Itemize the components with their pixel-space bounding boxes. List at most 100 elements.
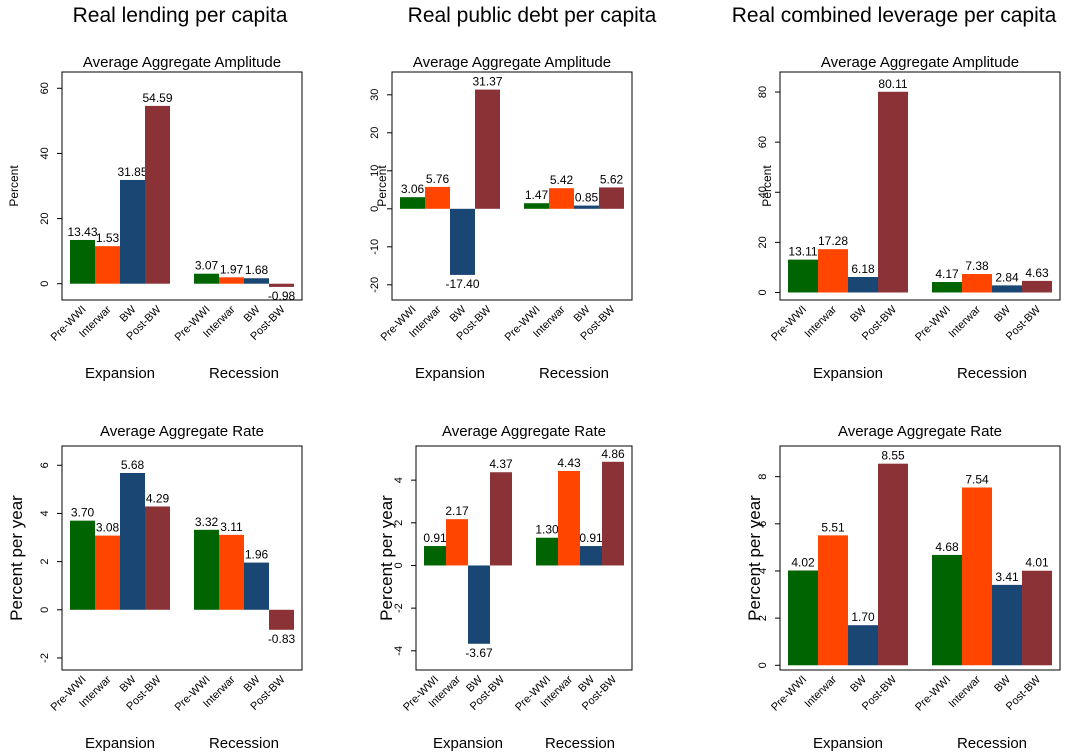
category-tick-label: Pre-WWI [173,304,213,344]
y-axis-label: Percent per year [7,495,26,621]
y-tick-label: 20 [39,212,51,224]
bar [788,259,818,293]
category-tick-label: Interwar [539,673,576,710]
category-tick-label: Pre-WWI [513,674,553,714]
y-tick-label: -4 [393,646,405,656]
bar [425,186,450,209]
bar-value-label: 1.53 [96,231,120,245]
category-tick-label: Pre-WWI [379,304,419,344]
y-tick-label: 2 [39,559,51,565]
bar [475,89,500,209]
bar-value-label: 4.29 [146,491,170,505]
group-label: Recession [545,735,615,752]
y-tick-label: 60 [757,136,769,148]
plot-frame [61,71,303,301]
bar [536,537,558,566]
bar [1022,570,1052,666]
bar-value-label: 8.55 [881,449,905,463]
bar-value-label: 1.47 [525,188,549,202]
bar [219,534,244,610]
category-tick-label: Pre-WWI [769,304,809,344]
category-tick-label: Interwar [803,673,840,710]
bar-value-label: 7.54 [965,472,989,486]
bar-value-label: 2.17 [445,504,469,518]
bar-value-label: 4.17 [935,267,959,281]
bar [574,205,599,209]
y-tick-label: 0 [39,607,51,613]
category-tick-label: Post-BW [1004,303,1044,343]
bar-value-label: 13.11 [788,245,817,259]
bar-value-label: 31.37 [472,75,502,89]
y-tick-label: 8 [757,474,769,480]
category-tick-label: Interwar [77,673,114,710]
bar [450,208,475,275]
plot-frame [779,445,1061,671]
y-tick-label: 4 [757,568,769,574]
category-tick-label: Post-BW [468,673,508,713]
category-tick-label: Interwar [803,303,840,340]
chart-title: Average Aggregate Amplitude [83,54,281,71]
y-tick-label: 40 [757,186,769,198]
bar-value-label: 1.70 [851,610,875,624]
bar [580,546,602,566]
plot-frame [779,71,1061,301]
bar [962,273,992,293]
chart-title: Average Aggregate Amplitude [821,54,1019,71]
y-tick-label: 20 [757,236,769,248]
category-tick-label: Pre-WWI [913,674,953,714]
category-tick-label: Post-BW [124,303,164,343]
category-tick-label: BW [576,673,597,694]
bar-value-label: 3.07 [195,259,219,273]
bar [558,470,580,566]
category-tick-label: Post-BW [1004,673,1044,713]
y-tick-label: -2 [39,653,51,663]
bar-value-label: 0.91 [579,531,603,545]
bar-value-label: 17.28 [818,234,848,248]
group-label: Expansion [85,365,155,382]
bar [446,519,468,566]
y-tick-label: 0 [369,206,381,212]
bar [848,276,878,293]
bar [992,285,1022,293]
bar-value-label: 3.41 [995,570,1019,584]
bar [269,283,294,287]
y-tick-label: 4 [393,477,405,483]
y-tick-label: 40 [39,147,51,159]
bar [848,625,878,666]
group-label: Recession [209,365,279,382]
bar-value-label: 1.30 [535,523,559,537]
bar-value-label: 31.85 [117,165,147,179]
category-tick-label: Pre-WWI [401,674,441,714]
bar-value-label: -0.98 [268,289,296,303]
category-tick-label: Pre-WWI [173,674,213,714]
chart-title: Average Aggregate Amplitude [413,54,611,71]
bar-value-label: 4.86 [601,447,625,461]
category-tick-label: Interwar [201,673,238,710]
chart-title: Average Aggregate Rate [442,423,606,440]
group-label: Expansion [433,735,503,752]
y-tick-label: 80 [757,86,769,98]
bar [145,506,170,610]
category-tick-label: BW [464,673,485,694]
category-tick-label: BW [242,303,263,324]
category-tick-label: Interwar [947,673,984,710]
category-tick-label: Post-BW [860,673,900,713]
y-tick-label: 10 [369,165,381,177]
category-tick-label: Interwar [77,303,114,340]
bar [932,282,962,293]
bar-value-label: 4.63 [1025,266,1049,280]
bar [95,246,120,284]
y-tick-label: 0 [757,289,769,295]
category-tick-label: Post-BW [248,303,288,343]
bar-value-label: 1.96 [245,548,269,562]
category-tick-label: BW [992,303,1013,324]
bar-value-label: -17.40 [445,277,479,291]
bar [932,554,962,666]
y-axis-label: Percent per year [745,495,764,621]
category-tick-label: Post-BW [454,303,494,343]
bar-value-label: 4.02 [791,555,815,569]
bar [95,535,120,610]
bar [490,472,512,566]
